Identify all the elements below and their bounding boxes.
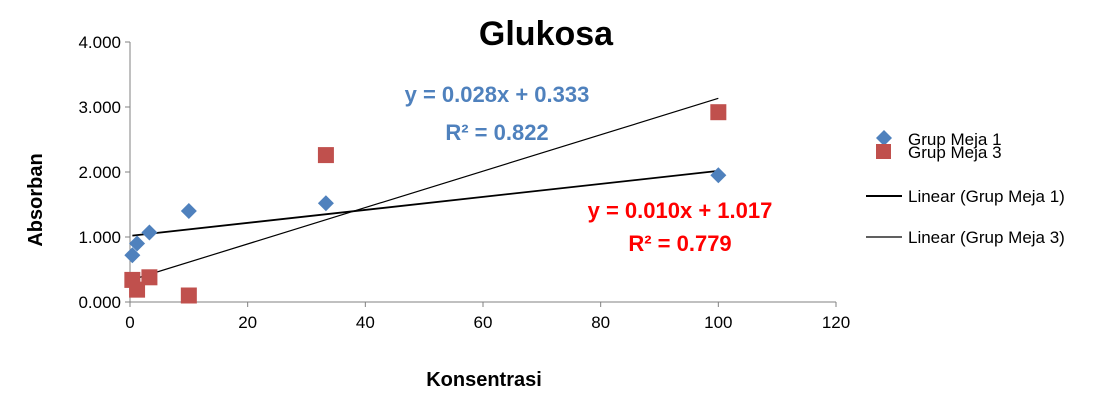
data-point-grup-meja-1: [129, 235, 146, 252]
y-tick-label: 1.000: [78, 228, 121, 247]
trend1-r2: R² = 0.779: [628, 231, 731, 256]
legend-label-grup-meja-1: Grup Meja 1: [908, 130, 1002, 149]
x-tick-label: 40: [356, 313, 375, 332]
x-tick-group: 0 20 40 60 80 100 120: [125, 302, 850, 332]
y-tick-label: 0.000: [78, 293, 121, 312]
x-tick-label: 60: [474, 313, 493, 332]
data-point-grup-meja-1: [141, 224, 158, 241]
data-point-grup-meja-3: [180, 287, 197, 304]
trendline-grup-meja-1: [132, 170, 719, 237]
y-tick-label: 3.000: [78, 98, 121, 117]
trend1-equation: y = 0.010x + 1.017: [588, 198, 773, 223]
chart-title: Glukosa: [479, 15, 614, 53]
x-tick-label: 80: [591, 313, 610, 332]
x-tick-label: 100: [704, 313, 732, 332]
x-axis-title: Konsentrasi: [426, 369, 542, 391]
y-tick-label: 2.000: [78, 163, 121, 182]
legend-label-linear-1: Linear (Grup Meja 1): [908, 187, 1065, 206]
legend-label-linear-3: Linear (Grup Meja 3): [908, 228, 1065, 247]
trendline-grup-meja-3: [132, 97, 719, 281]
y-axis-title: Absorban: [25, 153, 47, 246]
data-point-grup-meja-1: [124, 247, 141, 264]
data-point-grup-meja-1: [710, 167, 727, 184]
data-point-grup-meja-1: [317, 195, 334, 212]
data-point-grup-meja-1: [180, 203, 197, 219]
x-tick-label: 20: [238, 313, 257, 332]
legend-marker-square: [876, 144, 891, 159]
data-point-grup-meja-3: [141, 269, 158, 286]
trend3-equation: y = 0.028x + 0.333: [405, 82, 590, 107]
y-tick-label: 4.000: [78, 33, 121, 52]
trend3-r2: R² = 0.822: [445, 120, 548, 145]
y-tick-group: 0.000 1.000 2.000 3.000 4.000: [78, 33, 130, 312]
legend-marker-diamond: [876, 130, 892, 146]
legend: Grup Meja 1 Grup Meja 3 Linear (Grup Mej…: [866, 130, 1065, 247]
data-point-group: [124, 104, 727, 304]
data-point-grup-meja-3: [710, 104, 727, 121]
legend-label-grup-meja-3: Grup Meja 3: [908, 143, 1002, 162]
x-tick-label: 120: [822, 313, 850, 332]
data-point-grup-meja-3: [317, 147, 334, 164]
trendline-group: [132, 97, 719, 281]
data-point-grup-meja-3: [129, 281, 146, 298]
x-tick-label: 0: [125, 313, 134, 332]
